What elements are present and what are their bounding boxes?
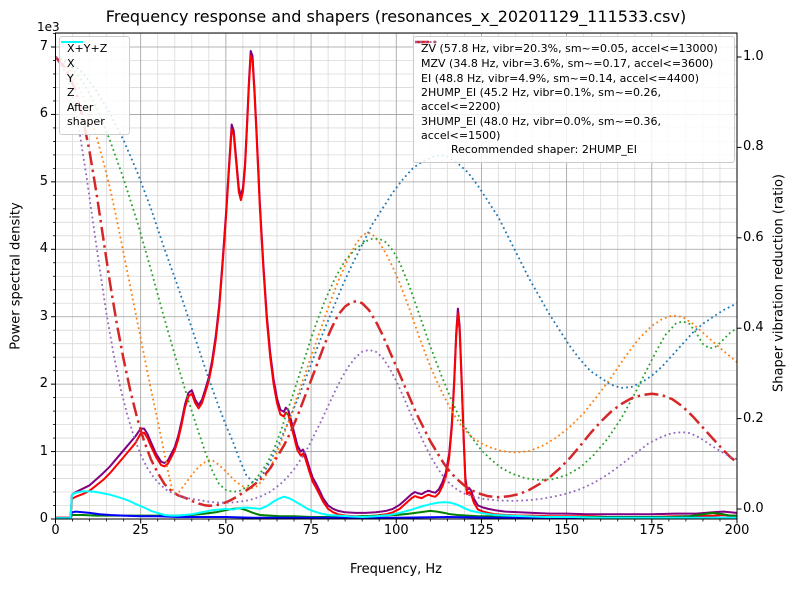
- legend-item-label: MZV (34.8 Hz, vibr=3.6%, sm~=0.17, accel…: [421, 56, 714, 70]
- y-right-tick-label: 1.0: [743, 49, 764, 64]
- series-group: [55, 50, 737, 519]
- series-2hump-ei-line: [55, 56, 737, 508]
- legend-shapers: ZV (57.8 Hz, vibr=20.3%, sm~=0.05, accel…: [413, 36, 735, 163]
- legend-item-x: X: [61, 41, 122, 71]
- y-axis-label-right: Shaper vibration reduction (ratio): [771, 174, 787, 392]
- series-after-shaper-line: [55, 490, 737, 519]
- chart-title: Frequency response and shapers (resonanc…: [105, 7, 687, 26]
- legend-psd: X+Y+Z X Y Z After shaper: [59, 36, 130, 135]
- y-left-tick-label: 1: [39, 443, 48, 459]
- x-tick-label: 150: [554, 523, 580, 538]
- recommended-shaper-note: Recommended shaper: 2HUMP_EI: [451, 143, 637, 157]
- legend-item-after-shaper: After shaper: [61, 41, 122, 129]
- legend-key-after-shaper-line: [61, 41, 83, 43]
- legend-item-2hump-ei: 2HUMP_EI (45.2 Hz, vibr=0.1%, sm~=0.26, …: [415, 40, 727, 114]
- y-right-tick-label: 0.2: [743, 410, 764, 426]
- legend-item-label: ZV (57.8 Hz, vibr=20.3%, sm~=0.05, accel…: [421, 42, 718, 55]
- legend-item-zv: ZV (57.8 Hz, vibr=20.3%, sm~=0.05, accel…: [415, 41, 727, 56]
- x-tick-label: 75: [302, 523, 320, 538]
- x-tick-label: 50: [217, 523, 235, 538]
- y-axis-offset-text: 1e3: [37, 20, 60, 34]
- legend-key-3hump-ei-line: [415, 41, 437, 43]
- series-x-line: [55, 54, 737, 519]
- y-right-tick-label: 0.4: [743, 320, 764, 336]
- series-z-line: [55, 510, 737, 519]
- legend-item-z: Z: [61, 41, 122, 100]
- x-tick-label: 25: [132, 523, 149, 538]
- legend-item-label: X+Y+Z: [67, 42, 108, 55]
- y-left-tick-label: 5: [39, 173, 48, 189]
- y-axis-label-left: Power spectral density: [8, 202, 24, 350]
- x-tick-label: 100: [383, 523, 409, 538]
- legend-item-label: EI (48.8 Hz, vibr=4.9%, sm~=0.14, accel<…: [421, 71, 699, 85]
- y-right-tick-label: 0.6: [743, 229, 764, 245]
- x-tick-label: 125: [469, 523, 494, 538]
- legend-item-3hump-ei: 3HUMP_EI (48.0 Hz, vibr=0.0%, sm~=0.36, …: [415, 41, 727, 143]
- legend-item-ei: EI (48.8 Hz, vibr=4.9%, sm~=0.14, accel<…: [415, 41, 727, 86]
- legend-item-label: Y: [67, 71, 74, 85]
- legend-item-mzv: MZV (34.8 Hz, vibr=3.6%, sm~=0.17, accel…: [415, 41, 727, 71]
- x-tick-label: 0: [51, 523, 60, 538]
- y-left-tick-label: 0: [39, 511, 48, 526]
- y-left-tick-label: 6: [39, 106, 48, 122]
- y-left-tick-label: 2: [39, 376, 48, 392]
- legend-item-label: X: [67, 56, 75, 70]
- legend-item-y: Y: [61, 41, 122, 86]
- y-right-tick-label: 0.8: [743, 139, 764, 155]
- legend-item-label: 2HUMP_EI (45.2 Hz, vibr=0.1%, sm~=0.26, …: [421, 86, 662, 113]
- series-mzv-line: [55, 56, 737, 495]
- y-left-tick-label: 4: [39, 241, 48, 257]
- x-axis-label: Frequency, Hz: [349, 562, 443, 577]
- x-tick-label: 200: [724, 523, 750, 538]
- legend-item-label: After shaper: [67, 101, 105, 128]
- y-left-tick-label: 7: [39, 39, 48, 54]
- x-tick-label: 175: [639, 523, 665, 538]
- legend-item-label: 3HUMP_EI (48.0 Hz, vibr=0.0%, sm~=0.36, …: [421, 114, 662, 142]
- legend-item-label: Z: [67, 86, 75, 100]
- y-left-tick-label: 3: [39, 308, 48, 324]
- series-sum-xyz-line: [55, 50, 737, 519]
- y-right-tick-label: 0.0: [743, 501, 764, 516]
- series-3hump-ei-line: [55, 56, 737, 504]
